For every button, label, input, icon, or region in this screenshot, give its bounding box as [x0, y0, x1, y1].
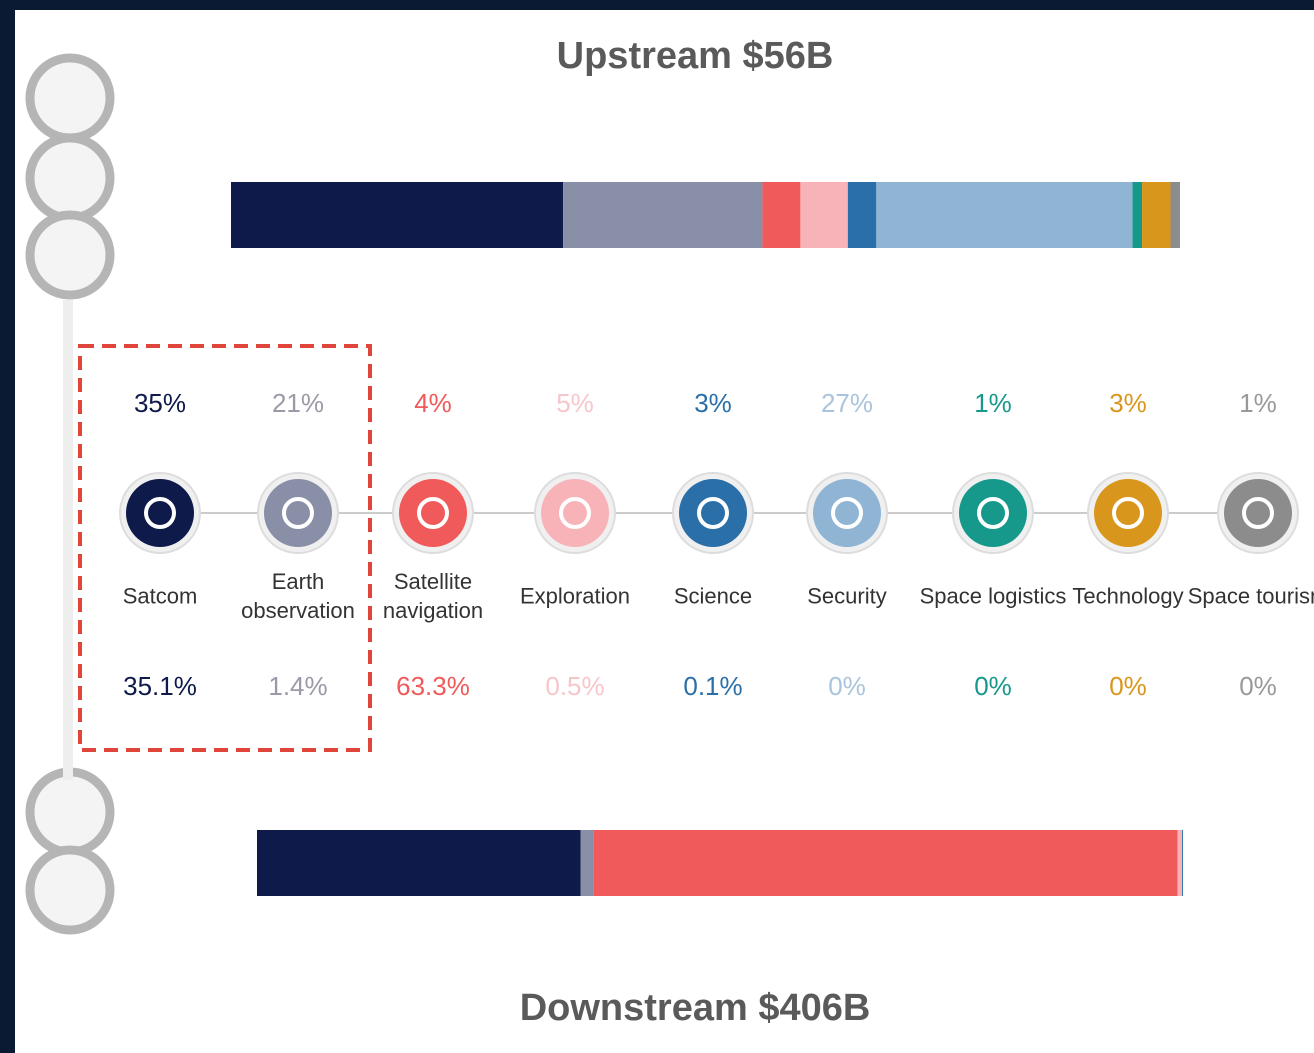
bar-segment	[762, 182, 801, 248]
icon	[541, 479, 609, 547]
icon-glyph	[417, 497, 449, 529]
icon-glyph	[144, 497, 176, 529]
icon	[126, 479, 194, 547]
value-label: 3%	[694, 388, 732, 418]
upstream-title: Upstream $56B	[557, 35, 834, 77]
bar-segment	[1177, 830, 1183, 896]
value-label: 1%	[1239, 388, 1277, 418]
icon	[1224, 479, 1292, 547]
category-label: Satcom	[122, 583, 198, 609]
side-icons	[25, 53, 115, 935]
bar-segment	[1132, 182, 1143, 248]
icon-glyph	[697, 497, 729, 529]
bar-segment	[876, 182, 1133, 248]
category-label: Space tourism	[1187, 583, 1314, 609]
category-label: Technology	[1072, 583, 1184, 609]
icon	[399, 479, 467, 547]
icon	[813, 479, 881, 547]
value-label: 35.1%	[123, 671, 197, 701]
bar-segment	[1182, 830, 1183, 896]
value-label: 0.1%	[683, 671, 742, 701]
highlight-box	[78, 344, 372, 752]
value-label: 0%	[828, 671, 866, 701]
category-label: Earth observation	[241, 569, 355, 623]
bar-segment	[257, 830, 581, 896]
bar-segment	[1170, 182, 1180, 248]
icon-glyph	[831, 497, 863, 529]
icon	[264, 479, 332, 547]
category-label: Space logistics	[919, 583, 1067, 609]
downstream-title: Downstream $406B	[520, 987, 871, 1029]
icon-glyph	[1242, 497, 1274, 529]
category-label: Science	[673, 583, 753, 609]
value-label: 5%	[556, 388, 594, 418]
icon	[1094, 479, 1162, 547]
bar-segment	[800, 182, 848, 248]
value-label: 27%	[821, 388, 873, 418]
bar-segment	[580, 830, 594, 896]
value-label: 0.5%	[545, 671, 604, 701]
bar-segment	[593, 830, 1178, 896]
icon-glyph	[1112, 497, 1144, 529]
category-label: Satellite navigation	[382, 569, 484, 623]
value-label: 1.4%	[268, 671, 327, 701]
bar-segment	[847, 182, 877, 248]
value-label: 63.3%	[396, 671, 470, 701]
bar-segment	[563, 182, 763, 248]
bar-segment	[1142, 182, 1171, 248]
value-label: 21%	[272, 388, 324, 418]
bar-segment	[231, 182, 564, 248]
value-label: 1%	[974, 388, 1012, 418]
category-label: Exploration	[519, 583, 631, 609]
value-label: 4%	[414, 388, 452, 418]
icon-glyph	[282, 497, 314, 529]
value-label: 0%	[1239, 671, 1277, 701]
category-label: Security	[807, 583, 887, 609]
icon-glyph	[559, 497, 591, 529]
icon-glyph	[977, 497, 1009, 529]
value-label: 3%	[1109, 388, 1147, 418]
value-label: 35%	[134, 388, 186, 418]
value-label: 0%	[974, 671, 1012, 701]
value-label: 0%	[1109, 671, 1147, 701]
icon	[959, 479, 1027, 547]
icon	[679, 479, 747, 547]
